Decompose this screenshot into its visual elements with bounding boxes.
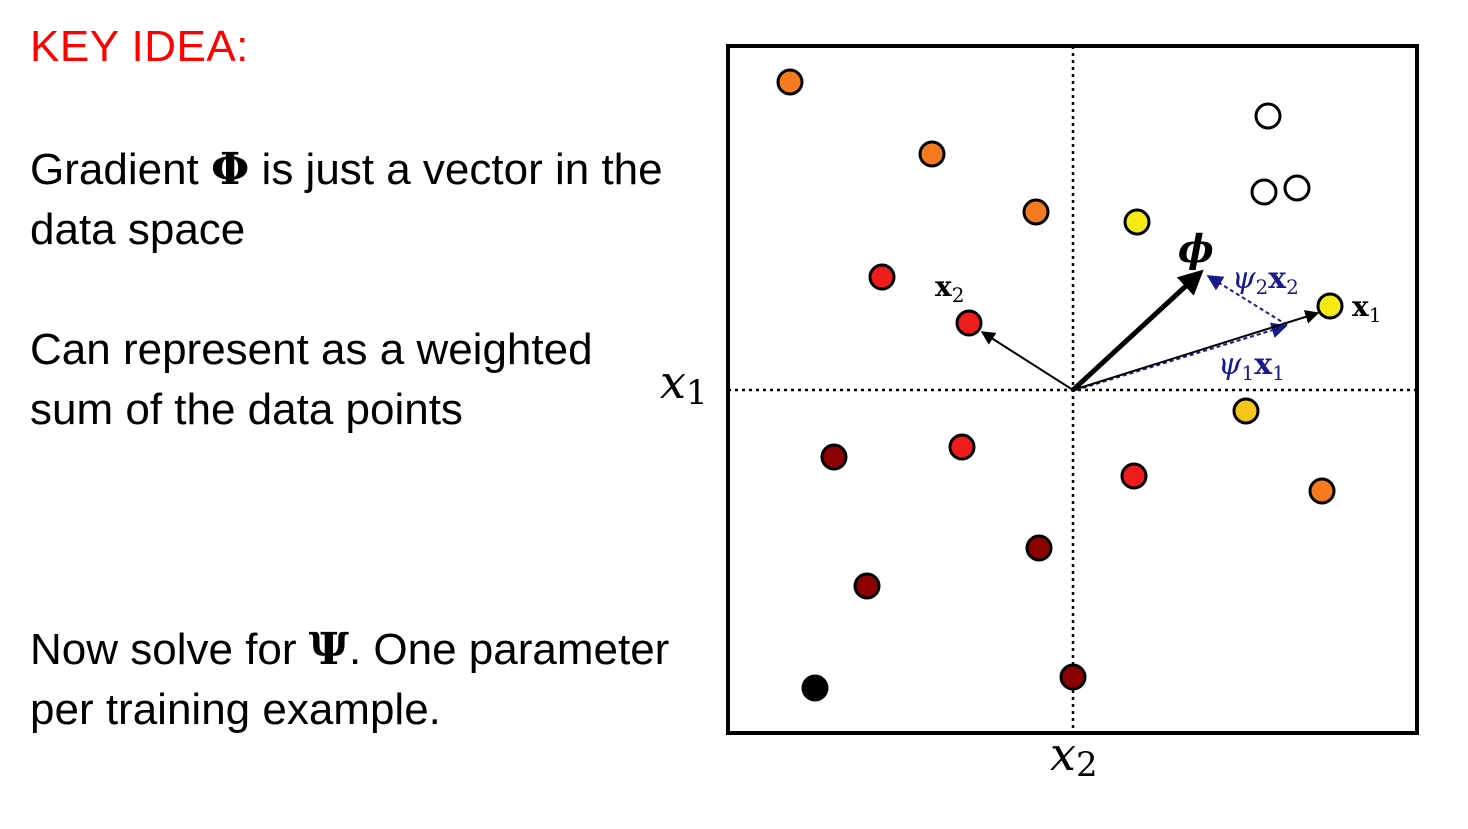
phi-label: ϕ — [1178, 226, 1214, 271]
psi1-projection-arrow — [1075, 322, 1288, 391]
data-point-black — [801, 674, 829, 702]
data-point-yellow — [1316, 292, 1344, 320]
data-point-darkred — [820, 443, 848, 471]
bullet-gradient: Gradient Φ is just a vector in the data … — [30, 140, 680, 260]
data-point-orange — [1022, 198, 1050, 226]
data-point-red — [1120, 462, 1148, 490]
data-points — [776, 68, 1344, 702]
vector-x2-arrow — [980, 331, 1074, 391]
data-point-orange — [1308, 477, 1336, 505]
bullet-solve-psi: Now solve for Ψ. One parameter per train… — [30, 620, 680, 740]
axis-x1-label: x1 — [660, 355, 708, 413]
data-point-darkred — [853, 572, 881, 600]
data-point-yellow — [1123, 208, 1151, 236]
data-point-orange — [776, 68, 804, 96]
data-point-darkred — [1025, 534, 1053, 562]
vector-x1-arrow — [1072, 310, 1320, 391]
psi-symbol: Ψ — [308, 624, 349, 675]
bullet-gradient-post: is just a vector in the data space — [30, 145, 663, 254]
bullet-solve-pre: Now solve for — [30, 625, 309, 674]
key-idea-heading: KEY IDEA: — [30, 22, 249, 71]
data-point-white — [1254, 102, 1282, 130]
phi-vector-arrow — [1071, 269, 1204, 392]
psi2-x2-label: ψ2x2 — [1232, 261, 1299, 299]
psi1-x1-label: ψ1x1 — [1218, 347, 1285, 385]
phi-symbol: Φ — [210, 144, 250, 195]
data-point-orange — [918, 140, 946, 168]
bullet-weighted-sum-text: Can represent as a weighted sum of the d… — [30, 325, 593, 434]
data-point-darkred — [1059, 663, 1087, 691]
vector-x1-label: x1 — [1352, 290, 1381, 327]
bullet-gradient-pre: Gradient — [30, 145, 211, 194]
bullet-solve-post: . One parameter per training example. — [30, 625, 670, 734]
vector-x2-label: x2 — [935, 270, 964, 307]
data-point-red — [955, 309, 983, 337]
psi2-projection-arrow — [1206, 275, 1288, 326]
data-point-white — [1250, 178, 1278, 206]
data-point-white — [1283, 174, 1311, 202]
bullet-weighted-sum: Can represent as a weighted sum of the d… — [30, 320, 680, 440]
axis-x2-label: x2 — [1050, 727, 1098, 785]
data-point-red — [948, 433, 976, 461]
data-point-red — [868, 263, 896, 291]
data-point-gold — [1232, 397, 1260, 425]
